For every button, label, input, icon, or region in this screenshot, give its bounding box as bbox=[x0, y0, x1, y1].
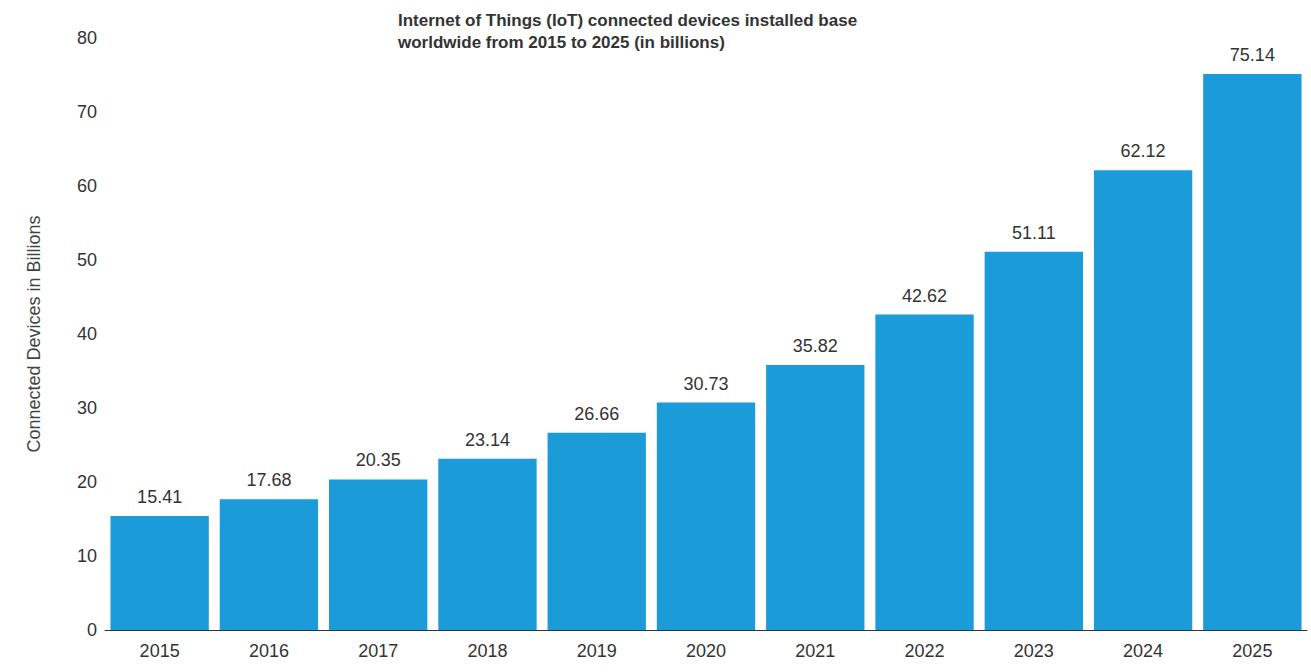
svg-text:2015: 2015 bbox=[140, 641, 180, 661]
svg-text:51.11: 51.11 bbox=[1012, 223, 1056, 243]
svg-text:40: 40 bbox=[77, 324, 97, 344]
svg-text:50: 50 bbox=[77, 250, 97, 270]
svg-text:23.14: 23.14 bbox=[465, 430, 510, 450]
svg-text:35.82: 35.82 bbox=[793, 336, 838, 356]
svg-text:2021: 2021 bbox=[795, 641, 835, 661]
svg-text:2016: 2016 bbox=[249, 641, 289, 661]
svg-text:2025: 2025 bbox=[1232, 641, 1272, 661]
svg-text:2019: 2019 bbox=[577, 641, 617, 661]
svg-text:10: 10 bbox=[77, 546, 97, 566]
svg-text:Connected Devices in Billions: Connected Devices in Billions bbox=[24, 215, 44, 452]
svg-text:70: 70 bbox=[77, 102, 97, 122]
svg-text:15.41: 15.41 bbox=[137, 487, 182, 507]
svg-text:60: 60 bbox=[77, 176, 97, 196]
svg-text:Internet of Things (IoT) conne: Internet of Things (IoT) connected devic… bbox=[398, 11, 862, 30]
svg-text:80: 80 bbox=[77, 28, 97, 48]
svg-text:75.14: 75.14 bbox=[1230, 45, 1275, 65]
svg-text:17.68: 17.68 bbox=[246, 470, 291, 490]
svg-text:30: 30 bbox=[77, 398, 97, 418]
svg-text:2018: 2018 bbox=[467, 641, 507, 661]
svg-text:2023: 2023 bbox=[1014, 641, 1054, 661]
svg-text:42.62: 42.62 bbox=[902, 286, 947, 306]
svg-text:2024: 2024 bbox=[1123, 641, 1163, 661]
svg-text:26.66: 26.66 bbox=[574, 404, 619, 424]
svg-text:2017: 2017 bbox=[358, 641, 398, 661]
svg-text:0: 0 bbox=[87, 620, 97, 640]
svg-text:20: 20 bbox=[77, 472, 97, 492]
svg-text:20.35: 20.35 bbox=[356, 450, 401, 470]
svg-text:62.12: 62.12 bbox=[1121, 141, 1166, 161]
svg-text:2020: 2020 bbox=[686, 641, 726, 661]
svg-text:30.73: 30.73 bbox=[683, 374, 728, 394]
svg-text:worldwide from 2015 to 2025 (i: worldwide from 2015 to 2025 (in billions… bbox=[397, 33, 725, 52]
svg-text:2022: 2022 bbox=[905, 641, 945, 661]
